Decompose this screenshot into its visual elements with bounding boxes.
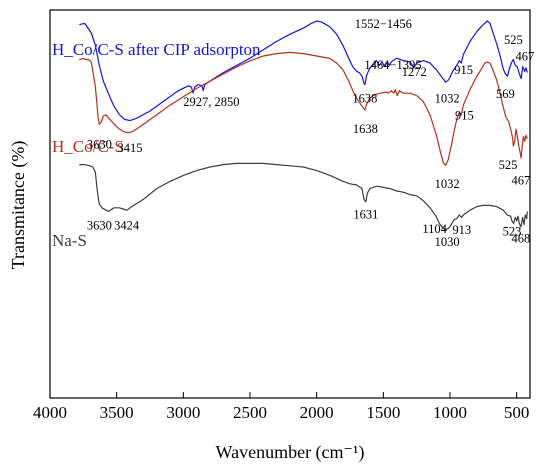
peak-label-13: 915: [455, 109, 474, 123]
y-axis-title: Transmitance (%): [8, 141, 29, 270]
peak-label-12: 1638: [353, 122, 378, 136]
x-tick-label-5: 1500: [366, 403, 400, 422]
series-line-1: [79, 51, 528, 166]
series-line-2: [79, 162, 528, 230]
peak-label-24: 468: [512, 232, 531, 246]
x-tick-label-3: 2500: [233, 403, 267, 422]
x-tick-label-4: 2000: [300, 403, 334, 422]
x-axis-title: Wavenumber (cm⁻¹): [216, 442, 365, 463]
peak-label-9: 1464−1395: [364, 58, 421, 72]
peak-label-19: 1631: [353, 208, 378, 222]
peak-label-5: 1638: [352, 92, 377, 106]
peak-label-0: 2927, 2850: [183, 95, 239, 109]
peak-label-20: 1104: [422, 222, 447, 236]
peak-label-2: 1272: [402, 65, 427, 79]
series-layer: [79, 20, 528, 230]
x-tick-label-0: 4000: [33, 403, 67, 422]
peak-label-7: 569: [496, 87, 515, 101]
plot-area: [49, 9, 531, 399]
peak-label-3: 915: [454, 63, 473, 77]
peak-label-16: 467: [512, 173, 531, 187]
plot-frame: [49, 9, 531, 399]
peak-label-21: 1030: [435, 235, 460, 249]
series-label-layer: H_Co/C-S after CIP adsorpton H_Co/C-S Na-S: [52, 40, 261, 250]
peak-label-11: 3415: [118, 141, 143, 155]
peak-label-15: 525: [499, 158, 518, 172]
series-label-1: H_Co/C-S: [52, 137, 124, 156]
peak-label-17: 3630: [87, 218, 112, 232]
peak-label-14: 1032: [435, 177, 460, 191]
peak-label-22: 913: [452, 223, 471, 237]
x-tick-label-1: 3500: [100, 403, 134, 422]
peak-label-6: 1032: [435, 92, 460, 106]
peak-label-23: 523: [503, 224, 522, 238]
x-tick-label-2: 3000: [166, 403, 200, 422]
series-label-0: H_Co/C-S after CIP adsorpton: [52, 40, 261, 59]
peak-label-8: 467: [516, 50, 535, 64]
peak-label-10: 3630: [87, 137, 112, 151]
peak-label-18: 3424: [114, 218, 140, 232]
peak-annotation-layer: 2927, 2850 1552−1456 1272 915 525 1638 1032 569…: [87, 17, 534, 249]
peak-label-1: 1552−1456: [355, 17, 412, 31]
x-tick-label-6: 1000: [433, 403, 467, 422]
axis-layer: 4000 3500 3000 2500 2000 1500 1000 500 Wavenumbe…: [8, 141, 529, 463]
x-tick-label-7: 500: [504, 403, 530, 422]
peak-label-4: 525: [504, 33, 523, 47]
series-line-0: [79, 20, 528, 122]
series-label-2: Na-S: [52, 231, 87, 250]
